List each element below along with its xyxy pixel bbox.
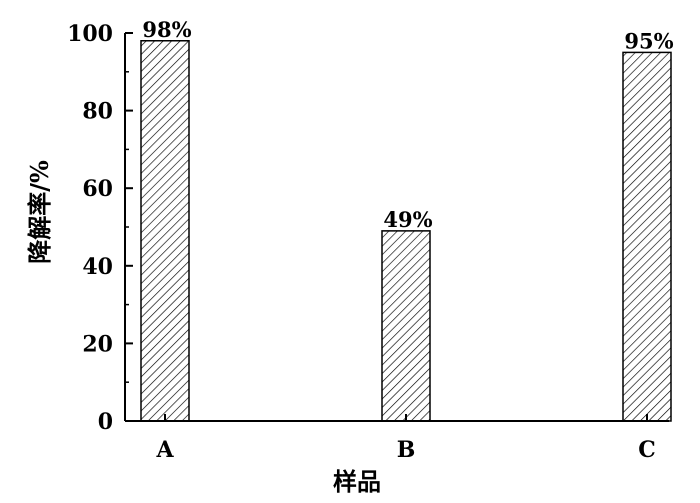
x-tick-label-B: B: [397, 437, 416, 463]
y-tick-label: 0: [98, 409, 113, 435]
data-labels-group: 98% 49% 95%: [142, 17, 673, 232]
x-ticks-group: A B C: [155, 414, 656, 463]
data-label-C: 95%: [624, 28, 673, 53]
y-tick-label: 80: [82, 99, 113, 125]
bar-A: [140, 40, 190, 422]
y-tick-label: 40: [82, 254, 113, 280]
y-ticks-group: 0 20 40 60 80 100: [67, 21, 133, 435]
x-tick-label-C: C: [638, 437, 656, 463]
bar-C: [622, 51, 672, 422]
x-axis-title: 样品: [333, 467, 381, 496]
x-tick-label-A: A: [155, 437, 174, 463]
bars-group: [140, 40, 672, 422]
y-tick-label: 60: [82, 176, 113, 202]
data-label-A: 98%: [142, 17, 191, 42]
bar-B: [381, 230, 431, 422]
y-axis-title: 降解率/%: [25, 160, 54, 264]
y-tick-label: 100: [67, 21, 113, 47]
data-label-B: 49%: [383, 207, 432, 232]
y-tick-label: 20: [82, 331, 113, 357]
